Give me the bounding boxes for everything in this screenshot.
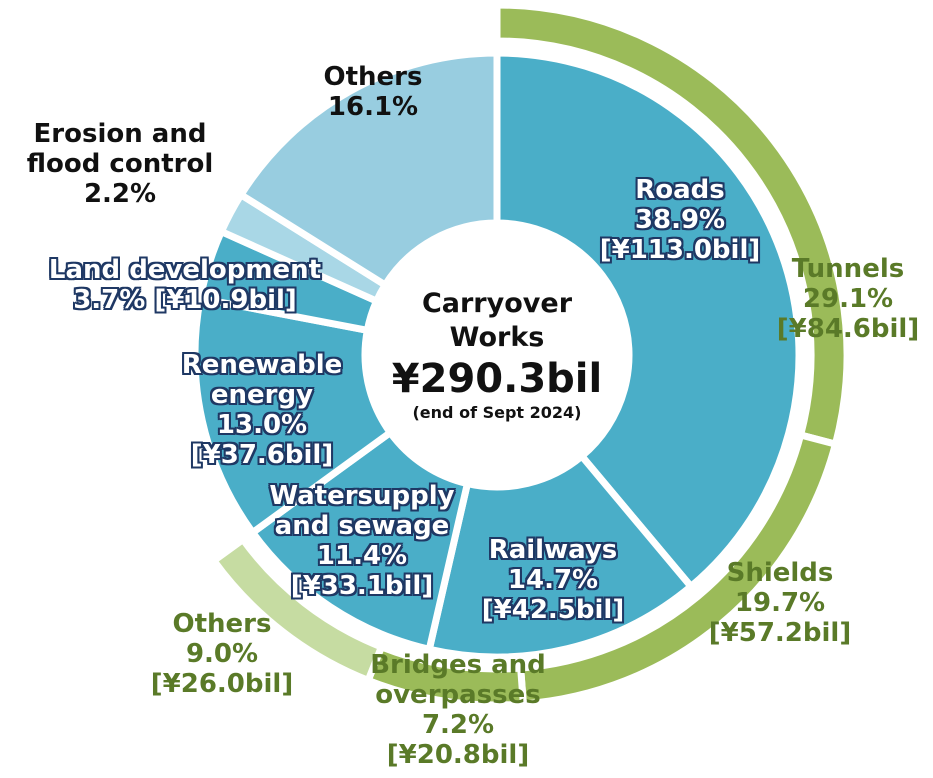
category-label: Shields xyxy=(726,558,834,588)
category-label: Railways xyxy=(488,535,618,565)
amount-label: [¥26.0bil] xyxy=(150,669,294,699)
slice xyxy=(247,427,472,654)
slice-label: Renewable energy 13.0% [¥37.6bil] xyxy=(162,350,362,470)
center-label: Carryover Works ¥290.3bil (end of Sept 2… xyxy=(392,287,602,423)
category-label: Bridges and overpasses xyxy=(370,650,546,710)
slice xyxy=(236,49,501,290)
percent-label: 38.9% xyxy=(634,205,726,235)
slice-label: Shields 19.7% [¥57.2bil] xyxy=(680,558,880,648)
slice-label: Roads 38.9% [¥113.0bil] xyxy=(570,175,790,265)
category-label: Renewable energy xyxy=(181,350,343,410)
slice xyxy=(493,49,803,592)
slice-label: Tunnels 29.1% [¥84.6bil] xyxy=(753,254,933,344)
percent-label: 19.7% xyxy=(734,588,826,618)
slice-label: Watersupply and sewage 11.4% [¥33.1bil] xyxy=(242,481,482,601)
category-label: Tunnels xyxy=(791,254,905,284)
amount-label: [¥57.2bil] xyxy=(708,618,852,648)
slice xyxy=(191,294,396,538)
amount-label: [¥42.5bil] xyxy=(481,595,625,625)
percent-label: 14.7% xyxy=(507,565,599,595)
amount-label: [¥37.6bil] xyxy=(190,440,334,470)
center-title: Carryover Works xyxy=(421,288,573,353)
amount-label: [¥113.0bil] xyxy=(599,235,761,265)
category-label: Others xyxy=(323,62,423,92)
slice-label: Bridges and overpasses 7.2% [¥20.8bil] xyxy=(343,650,573,770)
slice-label: Railways 14.7% [¥42.5bil] xyxy=(443,535,663,625)
slice-label: Land development 3.7% [¥10.9bil] xyxy=(15,255,355,315)
center-note: (end of Sept 2024) xyxy=(412,403,582,422)
amount-label: [¥84.6bil] xyxy=(776,314,920,344)
percent-label: 2.2% xyxy=(83,179,157,209)
percent-label: 16.1% xyxy=(327,92,419,122)
amount-label: [¥10.9bil] xyxy=(154,285,297,315)
category-label: Others xyxy=(172,609,272,639)
category-label: Roads xyxy=(635,175,725,205)
category-label: Land development xyxy=(48,255,322,285)
percent-label: 13.0% xyxy=(216,410,308,440)
amount-label: [¥20.8bil] xyxy=(386,740,530,770)
amount-label: [¥33.1bil] xyxy=(290,571,434,601)
percent-label: 3.7% xyxy=(73,285,146,315)
category-label: Watersupply and sewage xyxy=(269,481,455,541)
slice-label: Others 9.0% [¥26.0bil] xyxy=(122,609,322,699)
slice xyxy=(208,534,386,685)
slice xyxy=(425,451,696,661)
slice-label: Erosion and flood control 2.2% xyxy=(0,119,240,209)
percent-label: 29.1% xyxy=(802,284,894,314)
center-value: ¥290.3bil xyxy=(391,356,603,402)
percent-label: 11.4% xyxy=(316,541,408,571)
slice-label: Others 16.1% xyxy=(293,62,453,122)
percent-label: 7.2% xyxy=(421,710,495,740)
percent-label: 9.0% xyxy=(185,639,259,669)
category-label: Erosion and flood control xyxy=(26,119,214,179)
